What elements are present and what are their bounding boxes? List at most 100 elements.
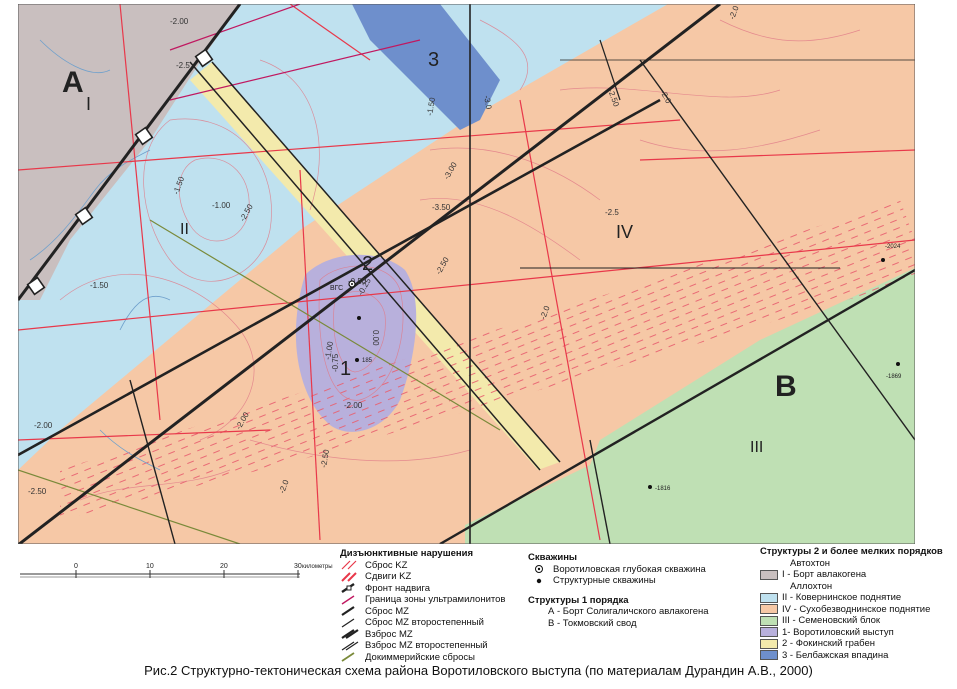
legend-fault-4: Сброс MZ	[365, 605, 409, 617]
legend-order1-0: А - Борт Солигаличского авлакогена	[548, 606, 709, 617]
label-A: А	[62, 66, 84, 99]
legend-allochthon-1: IV - Сухобезводнинское поднятие	[782, 603, 931, 615]
legend-order1-title: Структуры 1 порядка	[528, 594, 629, 606]
deep-well-icon	[528, 564, 550, 574]
legend-faults: Дизъюнктивные нарушения Сброс KZ Сдвиги …	[340, 548, 505, 663]
figure-caption: Рис.2 Структурно-тектоническая схема рай…	[144, 663, 813, 678]
legend-allochthon-5: 3 - Белбажская впадина	[782, 649, 889, 661]
legend-well-0: Воротиловская глубокая скважина	[553, 563, 706, 575]
contour-label: -0.75	[331, 353, 340, 372]
well-185: 185	[362, 358, 373, 364]
fault-kz-icon	[340, 560, 362, 570]
swatch-kovernino	[760, 592, 778, 603]
legend-order1-1: В - Токмовский свод	[548, 617, 637, 629]
fault-mz-minor-icon	[340, 618, 362, 628]
contour-label: -2.00	[34, 421, 53, 430]
well-1869: -1869	[886, 374, 902, 380]
zone-semenov	[465, 268, 915, 544]
legend-allochthon-2: III - Семеновский блок	[782, 615, 881, 626]
scale-tick-10: 10	[146, 563, 154, 570]
well-2024: -2024	[885, 244, 901, 250]
legend-wells-title: Скважины	[528, 552, 578, 563]
label-1: 1	[340, 358, 351, 380]
legend-structures: Структуры 2 и более мелких порядков Авто…	[760, 546, 943, 661]
label-III: III	[750, 439, 763, 456]
label-B: В	[775, 370, 797, 403]
scale-unit: километры	[302, 564, 333, 570]
legend-fault-1: Сдвиги KZ	[365, 571, 412, 582]
contour-label: -1.50	[90, 281, 109, 290]
legend-autochthon-0: I - Борт авлакогена	[782, 569, 867, 580]
reverse-fault-mz-icon	[340, 629, 362, 640]
contour-label: -1.50	[425, 96, 437, 116]
contour-label: -2.5	[605, 208, 619, 217]
legend-fault-2: Фронт надвига	[365, 582, 430, 594]
label-II: II	[180, 221, 189, 238]
legend-well-1: Структурные скважины	[553, 575, 656, 586]
ultramylonite-boundary	[169, 4, 421, 101]
well-1816: -1816	[655, 486, 671, 492]
legend-allochthon-3: 1- Воротиловский выступ	[782, 626, 894, 638]
legend-fault-6: Взброс MZ	[365, 628, 413, 640]
contour-label: -3.50	[432, 203, 451, 212]
legend-fault-7: Взброс MZ второстепенный	[365, 640, 488, 651]
reverse-fault-mz-minor-icon	[340, 641, 362, 651]
docimmerian-icon	[340, 652, 362, 662]
swatch-belbazh	[760, 650, 778, 661]
faults-kz	[18, 4, 915, 541]
ultramylonite-icon	[340, 595, 362, 605]
contour-label: -2.00	[170, 17, 189, 26]
contour-label: -0.50	[348, 277, 367, 286]
contour-label: -1.00	[212, 201, 231, 210]
legend-autochthon: Автохтон	[790, 557, 831, 569]
swatch-autochthon	[760, 569, 778, 580]
wells: ВГС 185 -2024 -1869 -1816	[330, 244, 902, 492]
contour-label: -2.50	[319, 448, 331, 468]
label-3: 3	[428, 49, 439, 71]
legend-wells: Скважины Воротиловская глубокая скважина…	[528, 552, 709, 629]
contour-label: -2.50	[28, 487, 47, 496]
scale-tick-0: 0	[74, 563, 78, 570]
swatch-vorotilov	[760, 627, 778, 638]
strike-slip-icon	[340, 572, 362, 582]
contour-label: 0.00	[371, 330, 380, 346]
legend-allochthon-0: II - Ковернинское поднятие	[782, 592, 902, 603]
label-2: 2	[362, 253, 373, 275]
legend-fault-8: Докиммерийские сбросы	[365, 651, 476, 663]
contour-label: -2.00	[344, 401, 363, 410]
contours	[59, 19, 861, 501]
thrust-front-ticks	[26, 48, 214, 296]
legend-fault-3: Граница зоны ультрамилонитов	[365, 594, 506, 605]
scale-tick-20: 20	[220, 563, 228, 570]
zone-belbazh	[352, 4, 500, 130]
zone-kovernino-north	[460, 4, 668, 118]
legend-allochthon-4: 2 - Фокинский грабен	[782, 638, 875, 649]
swatch-sukhobezvodnoe	[760, 604, 778, 615]
fault-mz-icon	[340, 606, 362, 617]
structural-well-icon	[528, 576, 550, 586]
hatch-zone	[60, 200, 915, 520]
contour-label: -1.00	[323, 340, 335, 360]
scale-bar: 0 10 20 30 километры	[20, 563, 333, 578]
legend-faults-title: Дизъюнктивные нарушения	[340, 548, 474, 559]
structural-well	[648, 485, 652, 489]
structural-well	[357, 316, 361, 320]
contour-label: -3.0	[482, 95, 493, 111]
label-I: I	[86, 94, 91, 114]
legend-order2-title: Структуры 2 и более мелких порядков	[760, 546, 943, 557]
legend-fault-0: Сброс KZ	[365, 559, 408, 571]
faults-mz	[18, 4, 915, 544]
thrust-front-icon	[340, 583, 362, 594]
scale-tick-30: 30	[294, 563, 302, 570]
docimmerian-faults	[18, 219, 501, 544]
swatch-semenov	[760, 615, 778, 626]
label-IV: IV	[616, 222, 633, 242]
contour-label: -2.5	[176, 61, 190, 70]
deep-well-label: ВГС	[330, 285, 343, 292]
structural-well	[881, 258, 885, 262]
structural-well	[896, 362, 900, 366]
legend-allochthon: Аллохтон	[790, 580, 833, 592]
legend-fault-5: Сброс MZ второстепенный	[365, 617, 484, 628]
